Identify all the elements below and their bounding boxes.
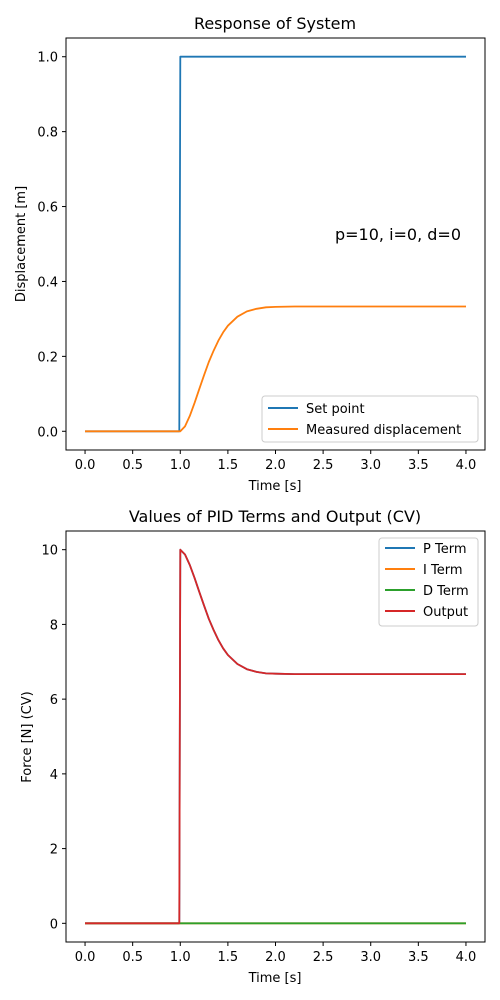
pid-terms-chart-lines xyxy=(85,548,466,925)
legend-label-set-point: Set point xyxy=(306,402,365,417)
series-line-measured-displacement xyxy=(85,305,466,433)
legend-label-d-term: D Term xyxy=(423,584,469,599)
pid-terms-chart-ytick-label: 0 xyxy=(50,917,58,932)
response-chart-legend-box xyxy=(261,395,479,443)
pid-terms-chart-xtick-label: 2.5 xyxy=(313,950,334,965)
pid-terms-chart-ytick-label: 4 xyxy=(50,768,58,783)
response-chart-lines xyxy=(85,55,466,433)
response-chart-xtick-label: 4.0 xyxy=(456,458,477,473)
pid-terms-chart-ticks: 0.0 0.5 1.0 1.5 2.0 2.5 3.0 3.5 4.0 0 2 4 6 8 10 xyxy=(41,544,476,965)
response-chart-annotation: p=10, i=0, d=0 xyxy=(335,225,461,244)
pid-terms-chart-xtick-label: 0.5 xyxy=(122,950,143,965)
pid-terms-chart-xtick-label: 3.0 xyxy=(360,950,381,965)
response-chart-xtick-label: 3.5 xyxy=(408,458,429,473)
response-chart-xtick-label: 3.0 xyxy=(360,458,381,473)
response-chart: Response of System Time [s] Displacement… xyxy=(14,14,486,494)
pid-terms-chart-xlabel: Time [s] xyxy=(248,971,302,986)
legend-label-p-term: P Term xyxy=(423,542,466,557)
pid-terms-chart-legend: P Term I Term D Term Output xyxy=(378,537,479,627)
pid-terms-chart-xtick-label: 1.5 xyxy=(218,950,239,965)
response-chart-xtick-label: 0.5 xyxy=(122,458,143,473)
response-chart-ytick-label: 0.2 xyxy=(37,350,58,365)
pid-terms-chart-legend-box xyxy=(378,537,479,627)
pid-terms-chart-ylabel: Force [N] (CV) xyxy=(20,691,35,782)
response-chart-legend: Set point Measured displacement xyxy=(261,395,479,443)
response-chart-xlabel: Time [s] xyxy=(248,479,302,494)
pid-terms-chart-ytick-label: 8 xyxy=(50,618,58,633)
response-chart-xtick-label: 1.5 xyxy=(218,458,239,473)
pid-terms-chart-ytick-label: 6 xyxy=(50,693,58,708)
pid-terms-chart-xtick-label: 0.0 xyxy=(75,950,96,965)
response-chart-ylabel: Displacement [m] xyxy=(14,186,29,302)
response-chart-frame xyxy=(65,37,486,451)
response-chart-ytick-label: 0.0 xyxy=(37,425,58,440)
pid-terms-chart-xtick-label: 2.0 xyxy=(265,950,286,965)
pid-terms-chart-xtick-label: 1.0 xyxy=(170,950,191,965)
pid-terms-chart: Values of PID Terms and Output (CV) Time… xyxy=(20,507,486,986)
response-chart-xtick-label: 2.5 xyxy=(313,458,334,473)
response-chart-ticks: 0.0 0.5 1.0 1.5 2.0 2.5 3.0 3.5 4.0 0.0 0.2 0.4 0.6 0… xyxy=(37,51,476,473)
series-line-output xyxy=(85,548,466,925)
response-chart-title: Response of System xyxy=(194,14,356,33)
response-chart-xtick-label: 1.0 xyxy=(170,458,191,473)
pid-terms-chart-xtick-label: 3.5 xyxy=(408,950,429,965)
response-chart-ytick-label: 0.4 xyxy=(37,275,58,290)
pid-terms-chart-xtick-label: 4.0 xyxy=(456,950,477,965)
response-chart-ytick-label: 0.8 xyxy=(37,126,58,141)
legend-label-measured-displacement: Measured displacement xyxy=(306,423,461,438)
response-chart-xtick-label: 2.0 xyxy=(265,458,286,473)
pid-terms-chart-frame xyxy=(65,530,486,943)
legend-label-output: Output xyxy=(423,605,468,620)
legend-label-i-term: I Term xyxy=(423,563,462,578)
pid-terms-chart-title: Values of PID Terms and Output (CV) xyxy=(129,507,421,526)
pid-terms-chart-ytick-label: 10 xyxy=(41,544,58,559)
response-chart-ytick-label: 1.0 xyxy=(37,51,58,66)
response-chart-ytick-label: 0.6 xyxy=(37,201,58,216)
pid-terms-chart-ytick-label: 2 xyxy=(50,843,58,858)
response-chart-xtick-label: 0.0 xyxy=(75,458,96,473)
